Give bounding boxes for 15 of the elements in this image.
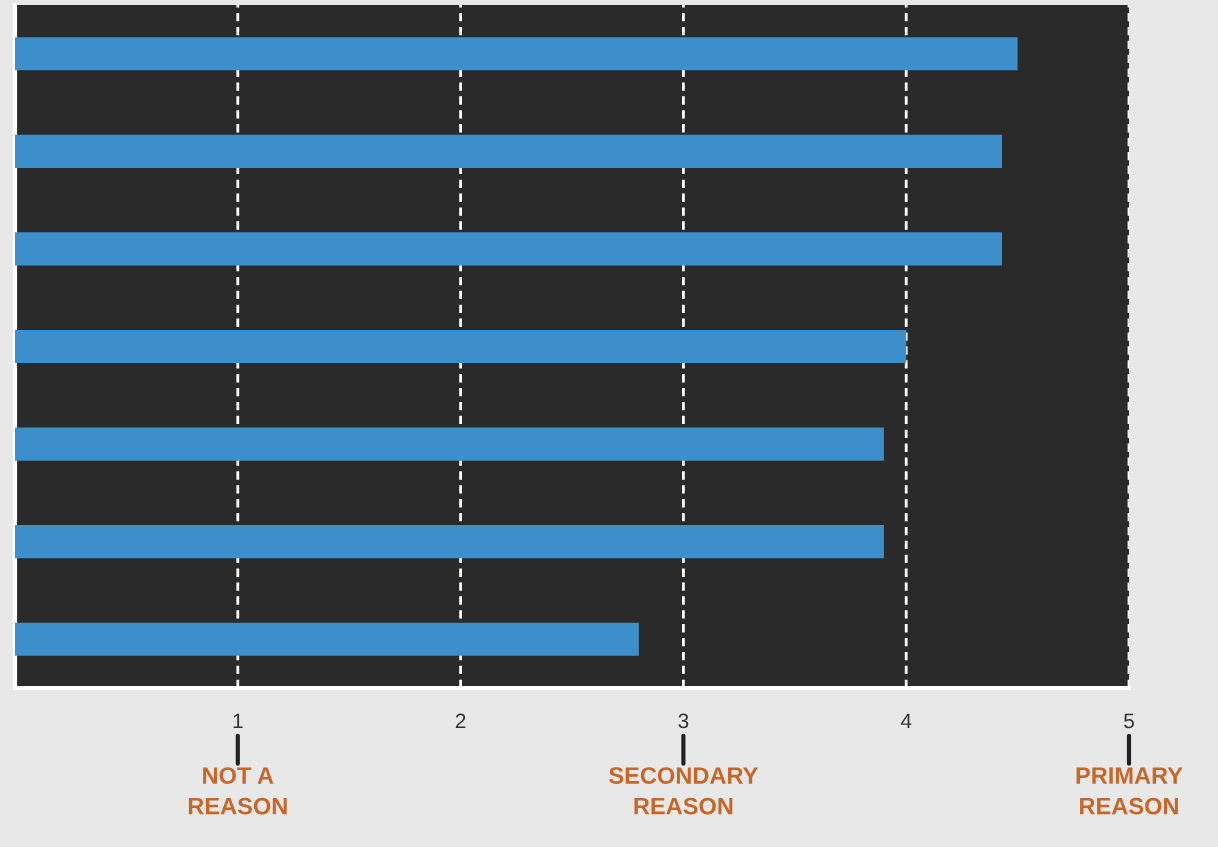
x-tick-label: 3	[678, 713, 689, 729]
bar	[15, 37, 1018, 71]
x-tick-label: 4	[900, 713, 912, 729]
bar	[15, 134, 1002, 168]
text: SECONDARY REASON	[609, 767, 759, 815]
x-tick-label: 2	[455, 713, 466, 729]
text: NOT A REASON	[188, 767, 287, 815]
text: PRIMARY REASON	[1076, 767, 1183, 815]
bar	[15, 329, 907, 364]
bar	[15, 232, 1002, 266]
x-tick-label: 1	[233, 713, 243, 729]
x-tick-label: 5	[1124, 713, 1134, 729]
bar	[15, 525, 884, 559]
bar	[15, 622, 639, 656]
bar	[15, 427, 884, 461]
